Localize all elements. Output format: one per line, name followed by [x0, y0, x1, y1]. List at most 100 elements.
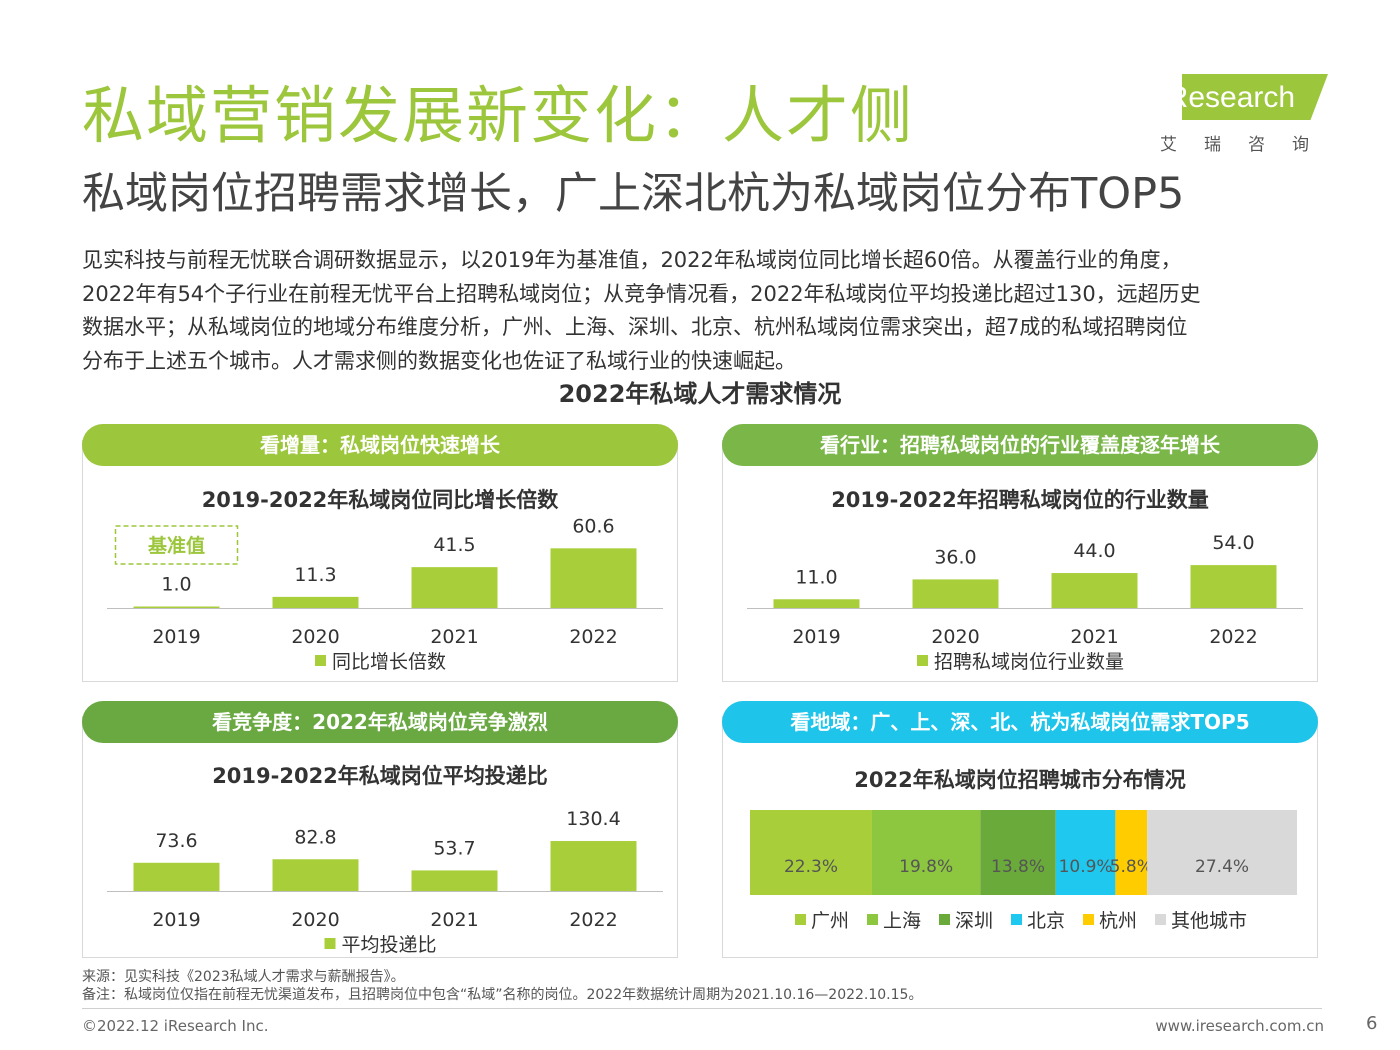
data-label: 44.0 — [1073, 540, 1115, 562]
page-title: 私域营销发展新变化：人才侧 — [82, 79, 915, 152]
legend-swatch — [1011, 914, 1022, 925]
legend-swatch — [795, 914, 806, 925]
annotation-label: 基准值 — [147, 534, 205, 557]
paragraph-line: 见实科技与前程无忧联合调研数据显示，以2019年为基准值，2022年私域岗位同比… — [82, 248, 1182, 272]
bar — [411, 567, 498, 608]
main-chart-title: 2022年私域人才需求情况 — [558, 380, 842, 408]
x-tick-label: 2022 — [1209, 626, 1257, 648]
segment-label: 27.4% — [1195, 857, 1249, 877]
chart-title: 2022年私域岗位招聘城市分布情况 — [854, 768, 1185, 792]
legend-label: 上海 — [883, 910, 921, 932]
x-tick-label: 2020 — [291, 626, 339, 648]
data-label: 82.8 — [294, 826, 336, 848]
panel-region: 2022年私域岗位招聘城市分布情况 22.3% 19.8% 13.8% 10.9% 5.8… — [722, 716, 1318, 958]
bar — [912, 579, 999, 608]
panel-growth: 2019-2022年私域岗位同比增长倍数 1.0 2019 11.3 2020 41.5 2… — [82, 440, 678, 682]
pill-region: 看地域：广、上、深、北、杭为私域岗位需求TOP5 — [722, 701, 1318, 743]
legend-label: 其他城市 — [1171, 910, 1247, 932]
x-tick-label: 2021 — [430, 909, 478, 931]
website-link[interactable]: www.iresearch.com.cn — [1155, 1017, 1324, 1035]
page-subtitle: 私域岗位招聘需求增长，广上深北杭为私域岗位分布TOP5 — [82, 169, 1185, 219]
bar — [411, 870, 498, 891]
x-tick-label: 2019 — [152, 909, 200, 931]
x-tick-label: 2022 — [569, 626, 617, 648]
bar — [1051, 573, 1138, 608]
bar — [133, 862, 220, 891]
logo-badge — [1182, 74, 1328, 120]
x-tick-label: 2020 — [291, 909, 339, 931]
segment-label: 19.8% — [899, 857, 953, 877]
paragraph-line: 分布于上述五个城市。人才需求侧的数据变化也佐证了私域行业的快速崛起。 — [82, 348, 796, 373]
footer-source: 来源：见实科技《2023私域人才需求与薪酬报告》。 — [82, 969, 405, 985]
data-label: 1.0 — [161, 574, 191, 596]
x-tick-label: 2020 — [931, 626, 979, 648]
legend-label: 同比增长倍数 — [332, 651, 446, 673]
pill-competition: 看竞争度：2022年私域岗位竞争激烈 — [82, 701, 678, 743]
stacked-segment — [871, 810, 981, 895]
data-label: 60.6 — [572, 515, 614, 537]
x-tick-label: 2022 — [569, 909, 617, 931]
stacked-segment — [980, 810, 1056, 895]
stacked-segment — [1147, 810, 1297, 895]
stacked-segment — [1115, 810, 1148, 895]
city-distribution-chart: 2022年私域岗位招聘城市分布情况 22.3% 19.8% 13.8% 10.9%5.8… — [750, 768, 1297, 932]
legend-label: 深圳 — [955, 910, 993, 932]
data-label: 41.5 — [433, 534, 475, 556]
segment-label: 13.8% — [991, 857, 1045, 877]
pill-industry: 看行业：招聘私域岗位的行业覆盖度逐年增长 — [722, 424, 1318, 466]
legend-swatch — [1083, 914, 1094, 925]
legend-label: 广州 — [811, 910, 849, 932]
segment-label: 10.9% — [1059, 857, 1113, 877]
paragraph-line: 数据水平；从私域岗位的地域分布维度分析，广州、上海、深圳、北京、杭州私域岗位需求… — [82, 315, 1188, 339]
chart-title: 2019-2022年私域岗位平均投递比 — [212, 764, 548, 788]
panel-competition: 2019-2022年私域岗位平均投递比 73.6 2019 82.8 2020 53.7 2… — [82, 716, 678, 958]
data-label: 73.6 — [155, 830, 197, 852]
bar — [550, 841, 637, 891]
x-tick-label: 2021 — [1070, 626, 1118, 648]
segment-label: 22.3% — [784, 857, 838, 877]
stacked-segment — [1055, 810, 1116, 895]
legend-swatch — [867, 914, 878, 925]
industry-bar-chart: 2019-2022年招聘私域岗位的行业数量 11.0 2019 36.0 2020 44.… — [747, 488, 1303, 673]
page-number: 6 — [1366, 1013, 1378, 1034]
intro-paragraph: 见实科技与前程无忧联合调研数据显示，以2019年为基准值，2022年私域岗位同比… — [82, 244, 1322, 378]
segment-label: 5.8% — [1110, 857, 1153, 877]
footer-note: 备注：私域岗位仅指在前程无忧渠道发布，且招聘岗位中包含“私域”名称的岗位。202… — [82, 987, 923, 1003]
data-label: 11.0 — [795, 566, 837, 588]
copyright: ©2022.12 iResearch Inc. — [82, 1017, 269, 1035]
legend-label: 北京 — [1027, 910, 1065, 932]
bar — [773, 599, 860, 608]
data-label: 36.0 — [934, 546, 976, 568]
data-label: 53.7 — [433, 837, 475, 859]
logo-text: iResearch — [1160, 81, 1296, 114]
legend-label: 杭州 — [1099, 910, 1137, 932]
data-label: 54.0 — [1212, 532, 1254, 554]
pill-growth: 看增量：私域岗位快速增长 — [82, 424, 678, 466]
iresearch-logo: iResearch 艾瑞咨询 — [1160, 74, 1330, 160]
growth-bar-chart: 2019-2022年私域岗位同比增长倍数 1.0 2019 11.3 2020 41.5 2… — [107, 488, 663, 673]
legend-swatch — [1155, 914, 1166, 925]
x-tick-label: 2019 — [792, 626, 840, 648]
chart-title: 2019-2022年招聘私域岗位的行业数量 — [831, 488, 1209, 512]
competition-bar-chart: 2019-2022年私域岗位平均投递比 73.6 2019 82.8 2020 53.7 2… — [107, 764, 663, 956]
data-label: 130.4 — [566, 808, 620, 830]
legend-label: 平均投递比 — [342, 934, 437, 956]
x-tick-label: 2019 — [152, 626, 200, 648]
paragraph-line: 2022年有54个子行业在前程无忧平台上招聘私域岗位；从竞争情况看，2022年私… — [82, 281, 1201, 306]
legend-swatch — [324, 938, 336, 949]
x-tick-label: 2021 — [430, 626, 478, 648]
footer-divider — [82, 1008, 1322, 1009]
logo-subtext: 艾瑞咨询 — [1160, 135, 1336, 155]
legend-swatch — [315, 655, 326, 666]
panel-industry: 2019-2022年招聘私域岗位的行业数量 11.0 2019 36.0 2020 44.… — [722, 440, 1318, 682]
legend-swatch — [917, 655, 928, 666]
legend-label: 招聘私域岗位行业数量 — [934, 651, 1124, 673]
bar — [272, 859, 359, 891]
data-label: 11.3 — [294, 564, 336, 586]
annotation-box — [114, 525, 239, 565]
chart-title: 2019-2022年私域岗位同比增长倍数 — [202, 488, 560, 512]
bar — [133, 606, 220, 608]
bar — [550, 548, 637, 608]
stacked-segment — [750, 810, 872, 895]
legend-swatch — [939, 914, 950, 925]
